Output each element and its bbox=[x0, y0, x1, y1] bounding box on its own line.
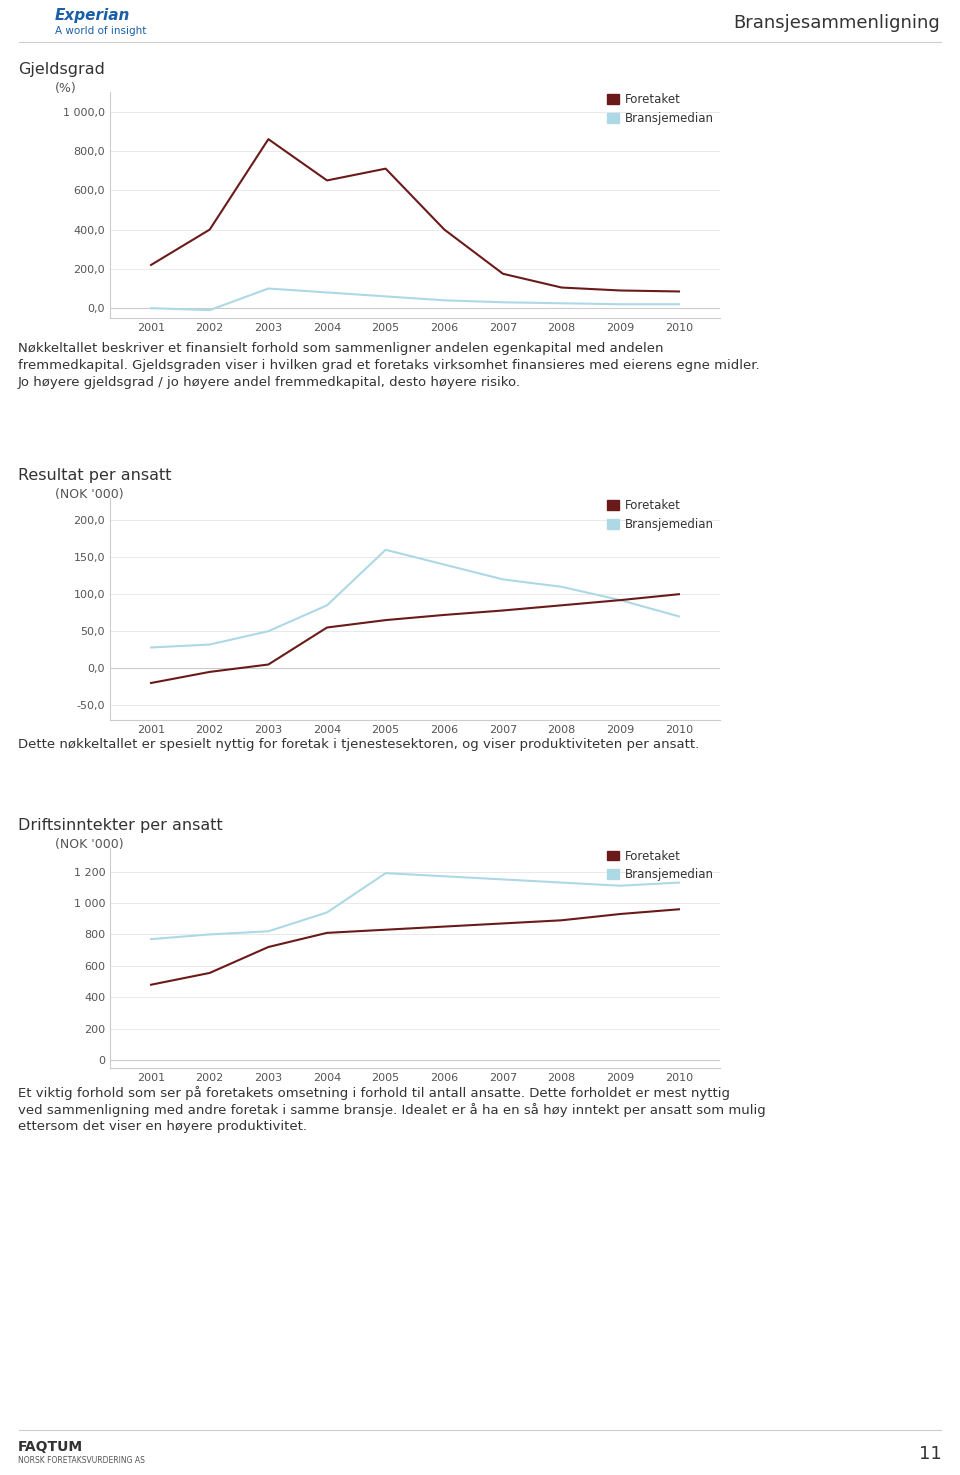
Text: fremmedkapital. Gjeldsgraden viser i hvilken grad et foretaks virksomhet finansi: fremmedkapital. Gjeldsgraden viser i hvi… bbox=[18, 358, 759, 372]
Text: 11: 11 bbox=[920, 1446, 942, 1463]
Text: FAQTUM: FAQTUM bbox=[18, 1440, 84, 1454]
Text: Experian: Experian bbox=[55, 7, 131, 24]
Text: (NOK '000): (NOK '000) bbox=[55, 838, 124, 851]
Text: ved sammenligning med andre foretak i samme bransje. Idealet er å ha en så høy i: ved sammenligning med andre foretak i sa… bbox=[18, 1103, 766, 1117]
Text: NORSK FORETAKSVURDERING AS: NORSK FORETAKSVURDERING AS bbox=[18, 1456, 145, 1465]
Text: Nøkkeltallet beskriver et finansielt forhold som sammenligner andelen egenkapita: Nøkkeltallet beskriver et finansielt for… bbox=[18, 342, 663, 355]
Legend: Foretaket, Bransjemedian: Foretaket, Bransjemedian bbox=[608, 850, 714, 882]
Text: Resultat per ansatt: Resultat per ansatt bbox=[18, 468, 172, 482]
Text: Et viktig forhold som ser på foretakets omsetning i forhold til antall ansatte. : Et viktig forhold som ser på foretakets … bbox=[18, 1086, 730, 1100]
Text: Driftsinntekter per ansatt: Driftsinntekter per ansatt bbox=[18, 819, 223, 833]
Text: ettersom det viser en høyere produktivitet.: ettersom det viser en høyere produktivit… bbox=[18, 1120, 307, 1133]
Text: Dette nøkkeltallet er spesielt nyttig for foretak i tjenestesektoren, og viser p: Dette nøkkeltallet er spesielt nyttig fo… bbox=[18, 738, 699, 751]
Text: (%): (%) bbox=[55, 83, 77, 94]
Text: Jo høyere gjeldsgrad / jo høyere andel fremmedkapital, desto høyere risiko.: Jo høyere gjeldsgrad / jo høyere andel f… bbox=[18, 376, 521, 389]
Text: Gjeldsgrad: Gjeldsgrad bbox=[18, 62, 105, 77]
Legend: Foretaket, Bransjemedian: Foretaket, Bransjemedian bbox=[608, 93, 714, 125]
Text: Bransjesammenligning: Bransjesammenligning bbox=[733, 13, 940, 32]
Legend: Foretaket, Bransjemedian: Foretaket, Bransjemedian bbox=[608, 500, 714, 531]
Text: (NOK '000): (NOK '000) bbox=[55, 488, 124, 502]
Text: A world of insight: A world of insight bbox=[55, 27, 146, 35]
